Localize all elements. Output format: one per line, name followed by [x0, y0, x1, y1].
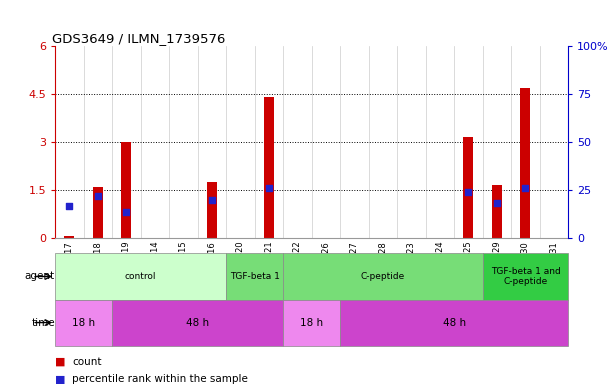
Bar: [340, 300, 568, 346]
Bar: [112, 300, 283, 346]
Bar: [521, 88, 530, 238]
Text: 48 h: 48 h: [442, 318, 466, 328]
Point: [122, 209, 131, 215]
Bar: [121, 142, 131, 238]
Text: percentile rank within the sample: percentile rank within the sample: [72, 374, 248, 384]
Text: agent: agent: [25, 271, 55, 281]
Text: ■: ■: [55, 357, 65, 367]
Point: [207, 197, 217, 203]
Point: [521, 185, 530, 191]
Text: 18 h: 18 h: [300, 318, 323, 328]
Bar: [226, 253, 283, 300]
Text: GDS3649 / ILMN_1739576: GDS3649 / ILMN_1739576: [53, 32, 226, 45]
Text: TGF-beta 1 and
C-peptide: TGF-beta 1 and C-peptide: [491, 267, 560, 286]
Point: [264, 185, 274, 191]
Bar: [283, 300, 340, 346]
Text: TGF-beta 1: TGF-beta 1: [230, 272, 279, 281]
Point: [93, 193, 103, 199]
Text: control: control: [125, 272, 156, 281]
Bar: [463, 137, 474, 238]
Bar: [207, 182, 217, 238]
Bar: [93, 187, 103, 238]
Bar: [55, 300, 112, 346]
Bar: [283, 253, 483, 300]
Text: ■: ■: [55, 374, 65, 384]
Text: C-peptide: C-peptide: [360, 272, 405, 281]
Bar: [492, 185, 502, 238]
Text: 48 h: 48 h: [186, 318, 209, 328]
Bar: [64, 235, 74, 238]
Text: 18 h: 18 h: [72, 318, 95, 328]
Point: [492, 200, 502, 206]
Point: [464, 189, 474, 195]
Text: count: count: [72, 357, 101, 367]
Text: time: time: [31, 318, 55, 328]
Bar: [483, 253, 568, 300]
Point: [64, 203, 74, 209]
Bar: [55, 253, 226, 300]
Bar: [264, 97, 274, 238]
